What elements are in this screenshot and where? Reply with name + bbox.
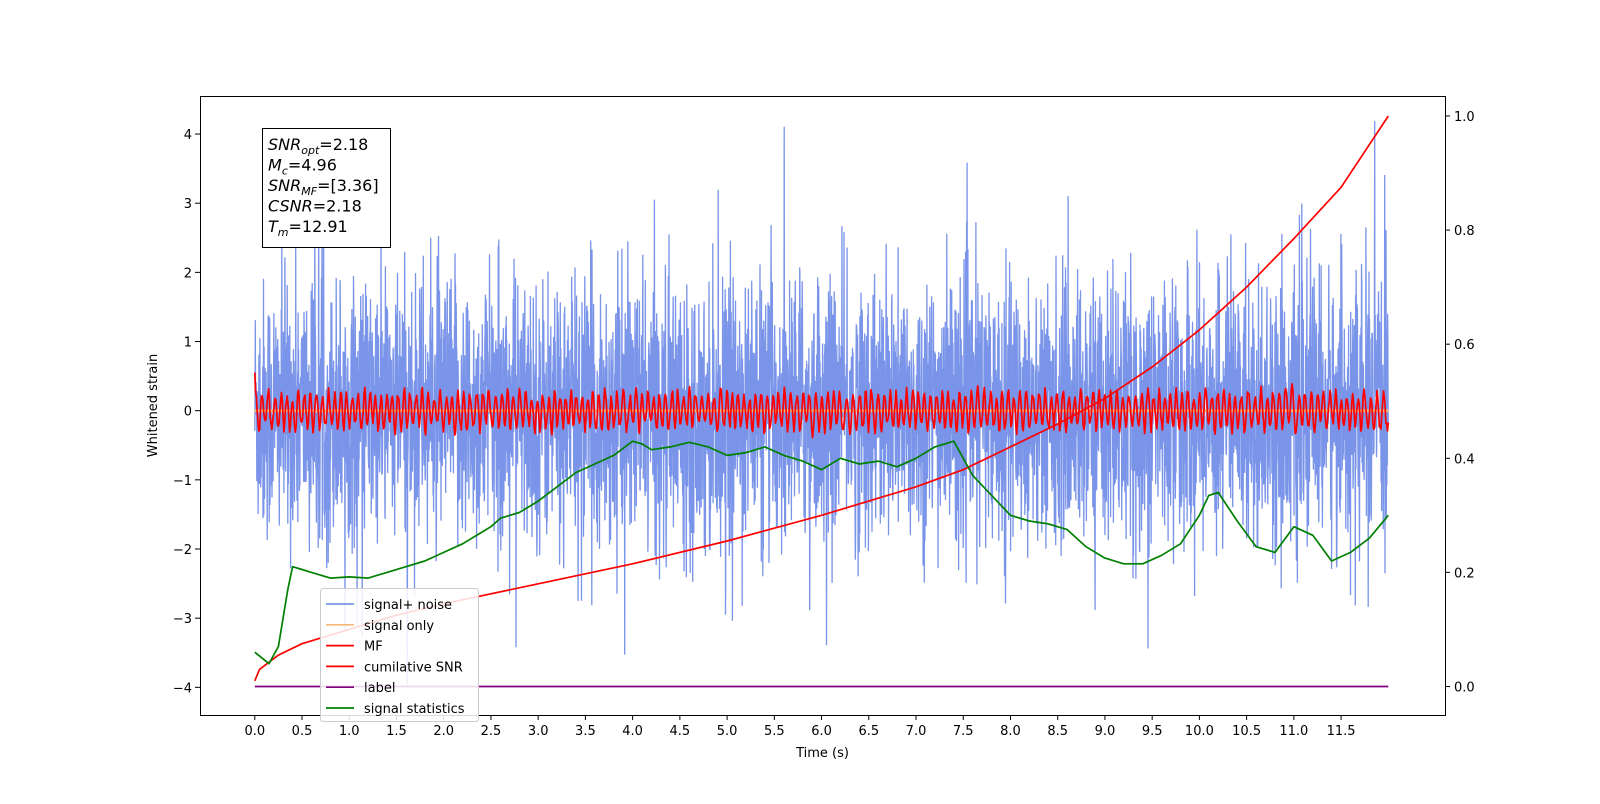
legend-label: signal only [364,619,434,634]
series-line-mf [253,372,1390,439]
x-tick-label: 7.0 [906,724,927,739]
x-tick-label: 1.0 [339,724,360,739]
y-tick-label: −1 [173,474,192,489]
x-tick-label: 2.5 [481,724,502,739]
x-tick-label: 0.5 [292,724,313,739]
x-tick-label: 11.5 [1327,724,1356,739]
y-tick-label: 0 [184,405,192,420]
legend: signal+ noise signal only MF cumilative SNR… [320,588,479,722]
annotation-line: Mc=4.96 [268,156,337,178]
legend-label: signal+ noise [364,598,452,613]
x-tick-label: 6.5 [858,724,879,739]
x-tick-label: 11.0 [1279,724,1308,739]
x-tick-label: 5.0 [717,724,738,739]
annotation-frame [262,128,391,248]
x-tick-label: 9.0 [1095,724,1116,739]
annotation-line: SNRMF=[3.36] [268,176,379,198]
x-tick-label: 10.5 [1232,724,1261,739]
x-tick-label: 8.5 [1047,724,1068,739]
legend-label: label [364,681,395,696]
x-tick-label: 5.5 [764,724,785,739]
y-tick-label: 3 [184,197,192,212]
annotation-line: CSNR=2.18 [268,197,362,216]
legend-label: cumilative SNR [364,660,463,675]
legend-label: MF [364,640,383,655]
y-tick-label: −4 [173,681,192,696]
legend-frame [320,588,479,722]
annotation-line: Tm=12.91 [268,217,348,239]
x-tick-label: 2.0 [433,724,454,739]
y2-tick-label: 0.4 [1454,452,1475,467]
x-tick-label: 10.0 [1185,724,1214,739]
y-tick-label: −3 [173,612,192,627]
plot-frame [200,96,1446,716]
y2-tick-label: 0.6 [1454,338,1475,353]
x-tick-label: 7.5 [953,724,974,739]
annotation-line: SNRopt=2.18 [268,135,368,157]
x-tick-label: 3.5 [575,724,596,739]
y-tick-label: 1 [184,336,192,351]
x-tick-label: 1.5 [386,724,407,739]
series-line-signal-statistics [254,440,1389,665]
x-tick-label: 6.0 [811,724,832,739]
x-tick-label: 3.0 [528,724,549,739]
y-tick-label: −2 [173,543,192,558]
x-tick-label: 8.0 [1000,724,1021,739]
annotation-box: SNRopt=2.18Mc=4.96SNRMF=[3.36]CSNR=2.18T… [262,128,391,248]
x-tick-label: 4.0 [622,724,643,739]
y2-tick-label: 0.2 [1454,566,1475,581]
x-tick-label: 0.0 [244,724,265,739]
y2-tick-label: 0.8 [1454,224,1475,239]
x-tick-label: 9.5 [1142,724,1163,739]
series-line-signal-noise [254,120,1389,685]
axes-layer: 0.0 0.5 1.0 1.5 2.0 2.5 3.0 3.5 4.0 4.5 5.0 5.5 6.0 6… [173,110,1475,739]
legend-label: signal statistics [364,702,465,717]
y-tick-label: 4 [184,128,192,143]
x-axis-label: Time (s) [795,746,849,761]
y-axis-label: Whitened strain [146,354,161,457]
x-tick-label: 4.5 [670,724,691,739]
y-tick-label: 2 [184,266,192,281]
y2-tick-label: 0.0 [1454,680,1475,695]
y2-tick-label: 1.0 [1454,110,1475,125]
